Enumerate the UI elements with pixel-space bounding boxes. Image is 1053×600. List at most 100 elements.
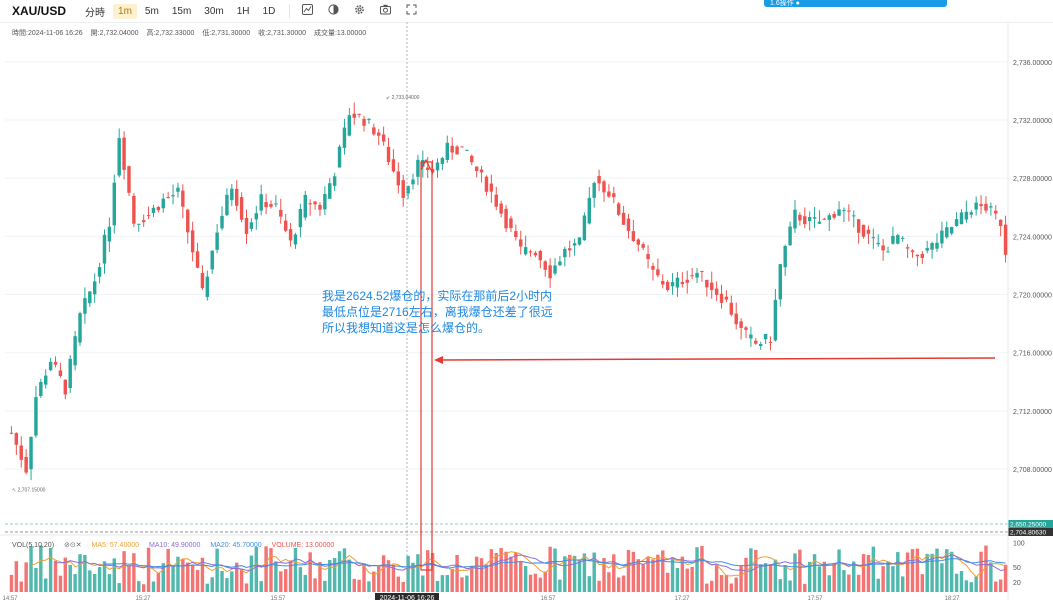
volume-bar xyxy=(328,560,332,592)
volume-bar xyxy=(73,574,77,592)
candle-body xyxy=(465,149,469,151)
volume-bar xyxy=(519,560,523,592)
volume-bar xyxy=(494,552,498,592)
indicator-icon[interactable] xyxy=(296,4,318,18)
timeframe-tick[interactable]: 分時 xyxy=(85,7,106,19)
candlestick-series xyxy=(9,102,1008,481)
candle-body xyxy=(543,261,547,270)
candle-body xyxy=(328,183,332,199)
price-chart[interactable]: ↙ 2,733.04000↖ 2,707.150002,650.250002,7… xyxy=(0,22,1053,600)
volume-bar xyxy=(234,562,239,592)
candle-body xyxy=(137,223,141,225)
candle-body xyxy=(832,214,836,218)
volume-bar xyxy=(288,560,293,592)
volume-bar xyxy=(239,569,244,592)
volume-bar xyxy=(905,552,910,592)
volume-bar xyxy=(817,566,822,592)
volume-bar xyxy=(964,580,969,592)
volume-bar xyxy=(876,578,880,592)
candle-body xyxy=(14,433,19,445)
volume-bar xyxy=(53,560,58,592)
settings-icon[interactable] xyxy=(348,4,370,18)
candle-body xyxy=(915,254,920,257)
candle-body xyxy=(969,212,973,215)
timeframe-5m[interactable]: 5m xyxy=(144,5,159,17)
candle-body xyxy=(719,293,724,303)
volume-bar xyxy=(146,547,151,592)
volume-bar xyxy=(259,581,263,592)
timeframe-30m[interactable]: 30m xyxy=(204,5,224,17)
volume-bar xyxy=(137,581,141,592)
candle-body xyxy=(489,183,494,192)
volume-bar xyxy=(470,565,474,592)
candle-body xyxy=(778,264,783,300)
candle-body xyxy=(636,239,640,245)
volume-bar xyxy=(587,576,592,592)
volume-bar xyxy=(832,564,836,592)
candle-body xyxy=(974,202,978,210)
volume-bar xyxy=(773,559,778,592)
candle-body xyxy=(254,213,259,220)
volume-bar xyxy=(788,580,792,592)
volume-legend: VOL(5,10,20) ⊘⊙✕ MA5: 57.40000 MA10: 49.… xyxy=(12,541,342,549)
candle-body xyxy=(553,265,557,274)
volume-bar xyxy=(592,552,596,592)
ohlc-volume: 成交量:13.00000 xyxy=(313,30,367,37)
candle-body xyxy=(303,194,307,218)
volume-bar xyxy=(989,562,993,592)
timeframe-1m[interactable]: 1m xyxy=(113,3,137,19)
camera-icon[interactable] xyxy=(374,4,396,18)
candle-body xyxy=(602,181,606,193)
candle-body xyxy=(582,215,587,241)
candle-body xyxy=(186,209,190,233)
candle-body xyxy=(9,432,14,434)
candle-body xyxy=(749,334,753,339)
volume-bar xyxy=(313,578,317,592)
volume-bar xyxy=(391,564,396,592)
candle-body xyxy=(994,210,998,214)
volume-bar xyxy=(205,583,210,592)
time-tick-label: 17:27 xyxy=(674,596,690,600)
candle-body xyxy=(421,159,425,167)
volume-bar xyxy=(274,561,278,592)
volume-bar xyxy=(386,560,391,592)
fullscreen-icon[interactable] xyxy=(400,4,422,18)
volume-bar xyxy=(778,579,783,592)
timeframe-15m[interactable]: 15m xyxy=(171,5,192,17)
candle-body xyxy=(367,119,371,121)
volume-bar xyxy=(675,567,680,592)
time-tick-label: 15:27 xyxy=(135,596,151,600)
annotation-line: 所以我想知道这是怎么爆仓的。 xyxy=(322,321,491,335)
volume-bar xyxy=(186,562,190,592)
candle-body xyxy=(107,226,112,242)
candle-body xyxy=(538,250,543,261)
candle-body xyxy=(998,219,1003,226)
candle-body xyxy=(504,208,508,229)
candle-body xyxy=(53,361,58,365)
candle-body xyxy=(244,217,249,234)
time-tick-label: 14:57 xyxy=(2,596,18,600)
candle-body xyxy=(758,344,763,347)
volume-bar xyxy=(122,551,126,592)
volume-bar xyxy=(83,554,87,592)
volume-bar xyxy=(915,548,920,592)
volume-bar xyxy=(861,554,866,592)
candle-body xyxy=(440,157,445,165)
volume-bar xyxy=(117,583,121,592)
timeframe-1h[interactable]: 1H xyxy=(236,5,250,17)
volume-bar xyxy=(14,561,19,592)
candle-body xyxy=(827,215,831,220)
theme-icon[interactable] xyxy=(322,4,344,18)
candle-body xyxy=(171,195,175,197)
candle-body xyxy=(381,134,386,142)
symbol-label[interactable]: XAU/USD xyxy=(12,4,67,18)
volume-legend-icons[interactable]: ⊘⊙✕ xyxy=(63,542,82,549)
timeframe-1d[interactable]: 1D xyxy=(262,5,276,17)
volume-bar xyxy=(34,567,38,592)
volume-bar xyxy=(812,554,817,592)
volume-bar xyxy=(435,580,440,592)
notice-banner[interactable]: 1.6操作 ● xyxy=(764,0,947,7)
volume-bar xyxy=(88,570,92,592)
volume-bar xyxy=(523,565,528,592)
candle-body xyxy=(470,155,474,163)
